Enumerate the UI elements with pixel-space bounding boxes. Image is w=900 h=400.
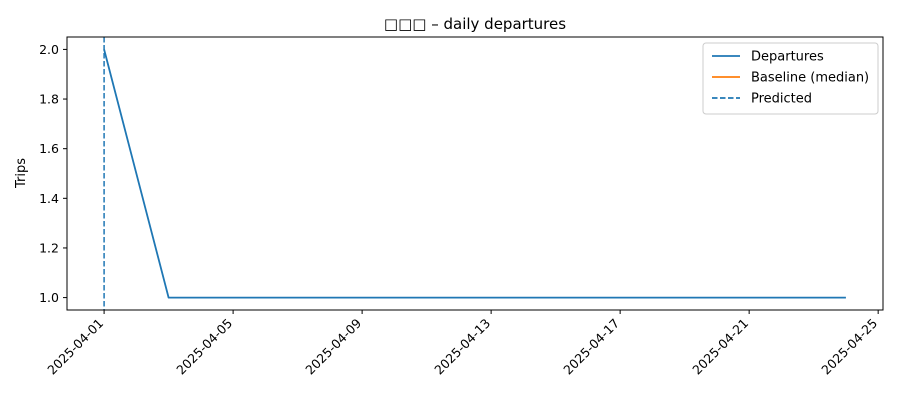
x-tick-label: 2025-04-25 xyxy=(818,316,880,378)
x-tick-label: 2025-04-13 xyxy=(431,316,493,378)
x-tick-label: 2025-04-05 xyxy=(173,316,235,378)
y-axis-label: Trips xyxy=(14,158,29,189)
y-tick-label: 1.6 xyxy=(39,141,59,156)
x-tick-label: 2025-04-17 xyxy=(560,316,622,378)
y-tick-label: 1.8 xyxy=(39,92,59,107)
y-tick-label: 1.0 xyxy=(39,290,59,305)
legend-label: Predicted xyxy=(751,92,812,107)
x-tick-label: 2025-04-09 xyxy=(302,315,364,377)
plot-frame xyxy=(66,36,884,311)
series-line-departures xyxy=(103,49,846,299)
y-tick-label: 1.2 xyxy=(39,240,59,255)
x-tick-label: 2025-04-01 xyxy=(44,316,106,378)
legend: Departures Baseline (median) Predicted xyxy=(702,42,879,115)
legend-label: Baseline (median) xyxy=(751,71,869,86)
y-tick-label: 2.0 xyxy=(39,42,59,57)
legend-label: Departures xyxy=(751,50,824,65)
chart-title: □□□ – daily departures xyxy=(384,15,566,33)
legend-box xyxy=(702,42,879,115)
y-tick-label: 1.4 xyxy=(39,191,59,206)
x-tick-label: 2025-04-21 xyxy=(689,316,751,378)
